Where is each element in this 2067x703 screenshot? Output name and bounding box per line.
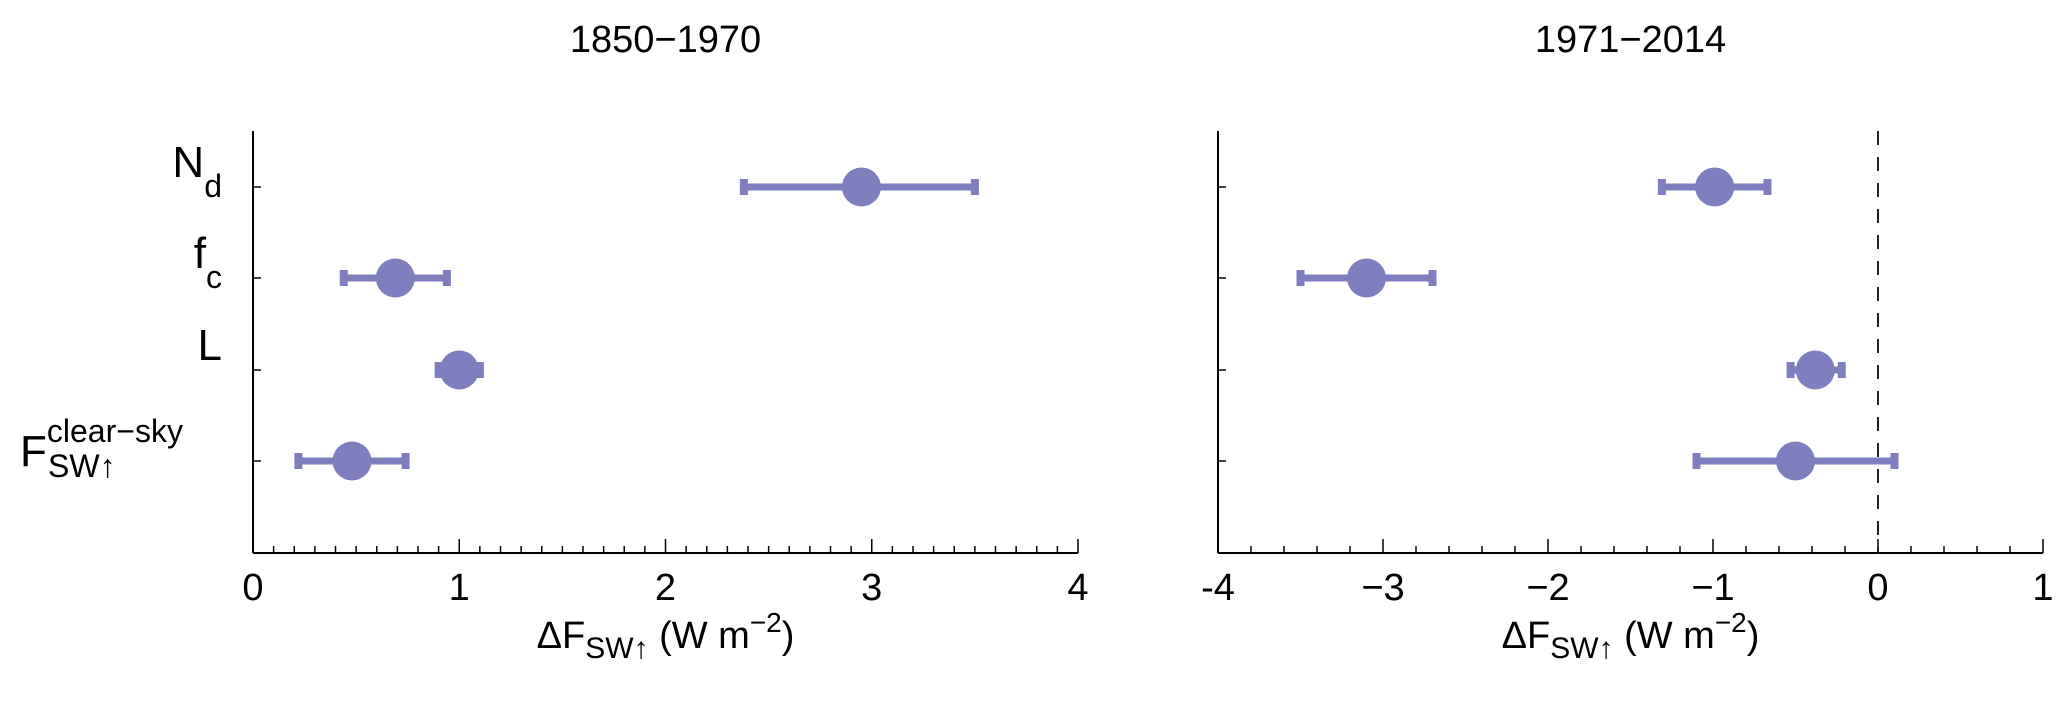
x-tick-label: −1 <box>1691 567 1734 609</box>
x-label-main: ΔF <box>1502 615 1551 657</box>
data-marker <box>1776 441 1815 481</box>
error-cap-low <box>294 453 303 469</box>
data-marker <box>841 167 881 207</box>
x-label-unit-sup: −2 <box>750 607 782 638</box>
data-marker <box>439 350 479 390</box>
x-tick-label: 1 <box>2032 567 2053 609</box>
x-tick-label: 2 <box>655 567 676 609</box>
data-marker <box>1695 167 1735 207</box>
data-point-2 <box>1296 258 1437 298</box>
data-point-4 <box>1692 441 1899 481</box>
error-cap-high <box>1837 362 1846 378</box>
error-cap-low <box>739 179 748 195</box>
data-point-3 <box>1786 350 1846 390</box>
x-label-main: ΔF <box>537 615 586 657</box>
y-category-label: L <box>198 321 222 370</box>
y-label-main: N <box>172 138 204 187</box>
x-label-sub: SW↑ <box>1550 632 1613 665</box>
error-cap-low <box>434 362 443 378</box>
data-marker <box>375 258 415 298</box>
error-cap-low <box>339 270 348 286</box>
y-label-sup: clear−sky <box>47 413 183 449</box>
x-tick-label: 0 <box>1867 567 1888 609</box>
data-point-1 <box>1657 167 1772 207</box>
y-label-sub: c <box>206 259 222 295</box>
y-category-label: Fclear−sky <box>20 413 183 476</box>
panel-title: 1850−1970 <box>570 19 761 61</box>
y-category-label: Nd <box>172 138 222 204</box>
x-tick-label: 4 <box>1067 567 1088 609</box>
x-tick-label: 3 <box>861 567 882 609</box>
data-marker <box>332 441 372 481</box>
panel-title: 1971−2014 <box>1535 19 1726 61</box>
error-cap-high <box>401 453 410 469</box>
y-label-main: f <box>194 229 207 278</box>
x-tick-label: −2 <box>1526 567 1569 609</box>
data-point-1 <box>739 167 979 207</box>
error-cap-low <box>1296 270 1305 286</box>
y-label-main: F <box>20 427 47 476</box>
y-label-sub: SW↑ <box>48 448 116 484</box>
error-cap-high <box>970 179 979 195</box>
x-axis-label: ΔFSW↑ (W m−2) <box>1502 607 1760 665</box>
x-label-close: ) <box>1747 615 1760 657</box>
data-point-3 <box>434 350 484 390</box>
data-point-4 <box>294 441 410 481</box>
y-label-main: L <box>198 321 222 370</box>
y-category-label: fc <box>194 229 222 295</box>
error-cap-high <box>1763 179 1772 195</box>
error-cap-low <box>1786 362 1795 378</box>
error-cap-high <box>1428 270 1437 286</box>
data-marker <box>1795 350 1835 390</box>
error-cap-high <box>1890 453 1899 469</box>
data-point-2 <box>339 258 451 298</box>
error-cap-high <box>442 270 451 286</box>
y-label-sub: d <box>204 168 222 204</box>
error-cap-low <box>1657 179 1666 195</box>
x-label-unit: (W m <box>649 615 750 657</box>
error-cap-high <box>475 362 484 378</box>
error-cap-low <box>1692 453 1701 469</box>
data-marker <box>1347 258 1386 298</box>
x-tick-label: −3 <box>1361 567 1404 609</box>
x-label-sub: SW↑ <box>585 632 648 665</box>
x-label-close: ) <box>782 615 795 657</box>
x-tick-label: 0 <box>242 567 263 609</box>
x-label-unit-sup: −2 <box>1715 607 1747 638</box>
x-axis-label: ΔFSW↑ (W m−2) <box>537 607 795 665</box>
x-tick-label: -4 <box>1201 567 1235 609</box>
x-label-unit: (W m <box>1614 615 1715 657</box>
x-tick-label: 1 <box>449 567 470 609</box>
